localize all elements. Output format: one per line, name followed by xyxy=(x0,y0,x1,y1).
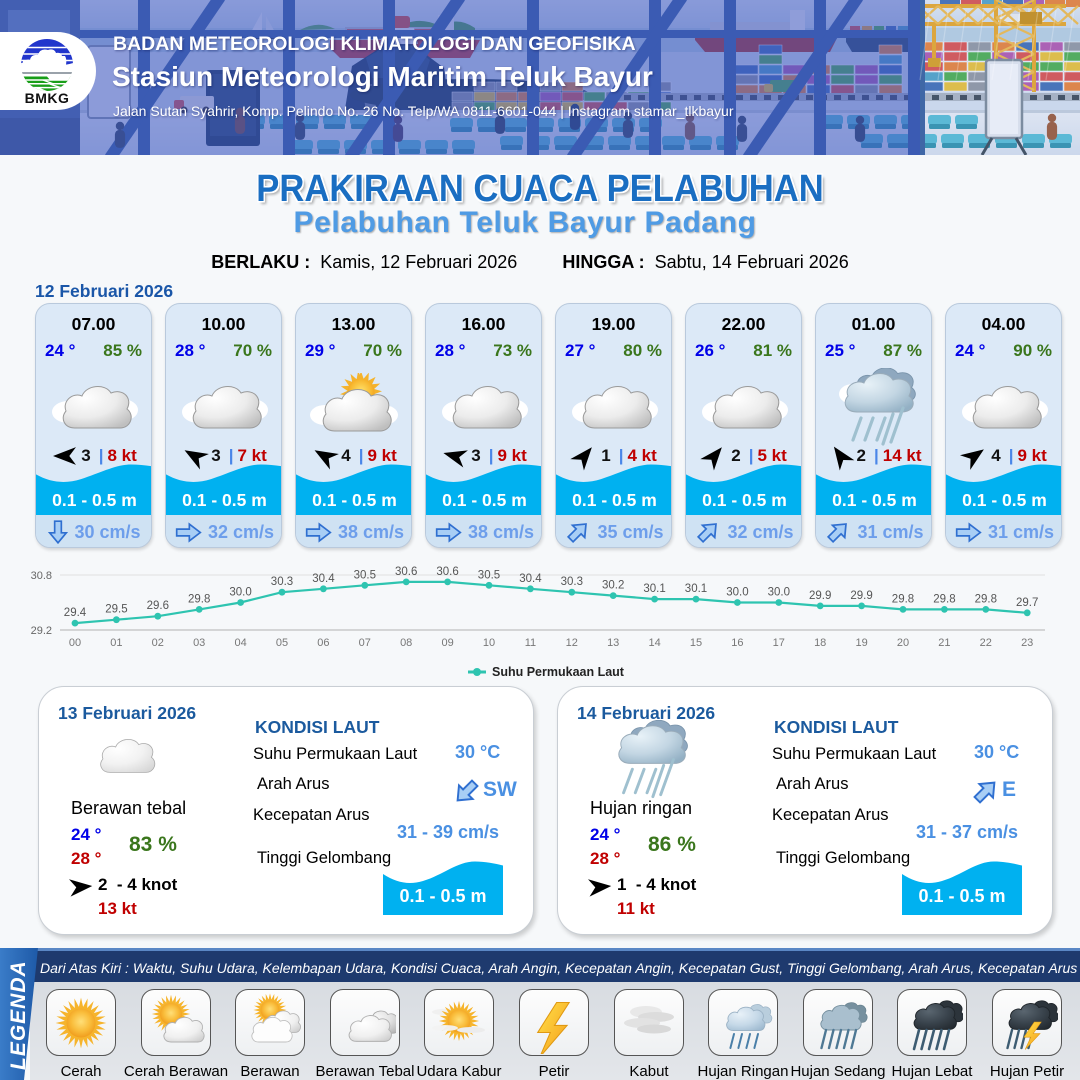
svg-text:30.0: 30.0 xyxy=(768,587,790,599)
svg-text:17: 17 xyxy=(773,637,785,649)
svg-text:30.4: 30.4 xyxy=(519,573,542,585)
svg-text:LEGENDA: LEGENDA xyxy=(7,960,30,1070)
svg-text:05: 05 xyxy=(276,637,288,649)
svg-text:09: 09 xyxy=(441,637,453,649)
svg-text:30.1: 30.1 xyxy=(685,583,707,595)
svg-text:00: 00 xyxy=(69,637,81,649)
svg-text:30.4: 30.4 xyxy=(312,573,335,585)
svg-text:01: 01 xyxy=(110,637,122,649)
svg-text:29.6: 29.6 xyxy=(147,600,169,612)
svg-text:18: 18 xyxy=(814,637,826,649)
svg-text:29.8: 29.8 xyxy=(188,593,210,605)
svg-text:07: 07 xyxy=(359,637,371,649)
svg-text:30.3: 30.3 xyxy=(271,576,293,588)
svg-text:30.6: 30.6 xyxy=(395,566,417,578)
svg-text:20: 20 xyxy=(897,637,909,649)
svg-text:30.2: 30.2 xyxy=(602,580,624,592)
svg-text:30.5: 30.5 xyxy=(354,569,376,581)
svg-text:29.2: 29.2 xyxy=(31,625,52,637)
svg-text:06: 06 xyxy=(317,637,329,649)
svg-text:19: 19 xyxy=(855,637,867,649)
svg-text:02: 02 xyxy=(152,637,164,649)
svg-text:29.9: 29.9 xyxy=(850,590,872,602)
svg-text:29.5: 29.5 xyxy=(105,604,127,616)
svg-text:10: 10 xyxy=(483,637,495,649)
svg-text:30.0: 30.0 xyxy=(726,587,748,599)
svg-text:03: 03 xyxy=(193,637,205,649)
svg-text:21: 21 xyxy=(938,637,950,649)
svg-text:29.7: 29.7 xyxy=(1016,597,1038,609)
svg-text:12: 12 xyxy=(566,637,578,649)
svg-text:29.8: 29.8 xyxy=(933,593,955,605)
svg-text:29.8: 29.8 xyxy=(975,593,997,605)
svg-text:30.8: 30.8 xyxy=(31,570,52,582)
svg-text:11: 11 xyxy=(525,637,536,649)
svg-text:16: 16 xyxy=(731,637,743,649)
svg-text:Suhu Permukaan Laut: Suhu Permukaan Laut xyxy=(492,665,625,679)
svg-text:30.6: 30.6 xyxy=(436,566,458,578)
svg-text:22: 22 xyxy=(980,637,992,649)
svg-text:08: 08 xyxy=(400,637,412,649)
svg-text:04: 04 xyxy=(234,637,246,649)
svg-text:30.0: 30.0 xyxy=(229,587,251,599)
svg-text:30.3: 30.3 xyxy=(561,576,583,588)
svg-text:30.1: 30.1 xyxy=(643,583,665,595)
svg-text:23: 23 xyxy=(1021,637,1033,649)
svg-text:15: 15 xyxy=(690,637,702,649)
svg-text:29.4: 29.4 xyxy=(64,607,87,619)
svg-text:29.9: 29.9 xyxy=(809,590,831,602)
svg-text:29.8: 29.8 xyxy=(892,593,914,605)
svg-text:14: 14 xyxy=(648,637,660,649)
svg-text:13: 13 xyxy=(607,637,619,649)
svg-text:30.5: 30.5 xyxy=(478,569,500,581)
